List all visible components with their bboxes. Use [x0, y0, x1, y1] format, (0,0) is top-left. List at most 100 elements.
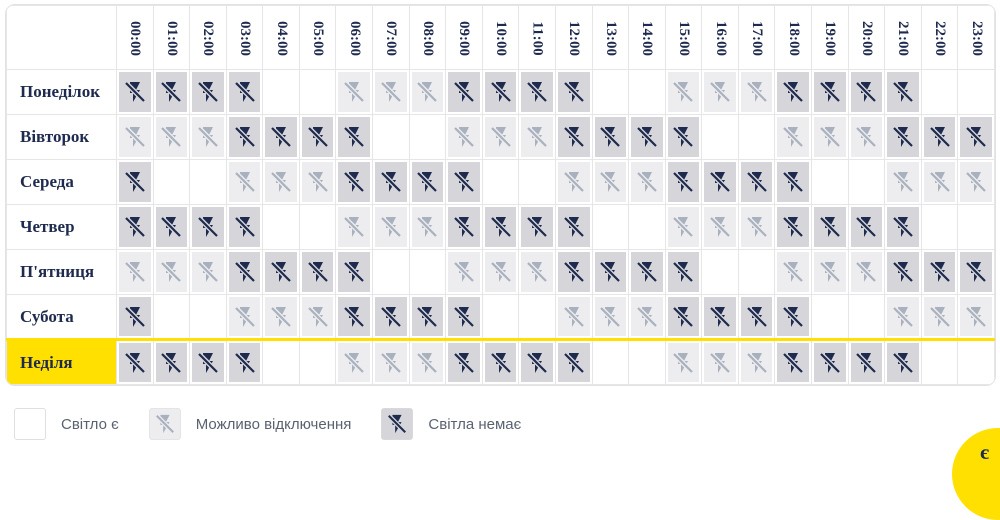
flash-off-icon [708, 305, 732, 328]
outage-schedule-table: 00:00 01:00 02:00 03:00 04:00 05:00 06:00 07:00… [5, 4, 996, 386]
schedule-cell [847, 249, 886, 295]
flash-off-icon [160, 80, 183, 104]
schedule-cell [591, 69, 630, 115]
hour-header-00: 00:00 [116, 5, 154, 70]
hour-header-14: 14:00 [628, 5, 666, 70]
legend-label: Світло є [61, 415, 119, 433]
schedule-cell [116, 114, 154, 160]
schedule-cell [701, 294, 739, 340]
flash-off-icon [525, 125, 549, 149]
schedule-cell [737, 114, 776, 160]
flash-off-icon [379, 215, 403, 239]
flash-off-icon [306, 125, 329, 149]
flash-off-icon [855, 351, 878, 374]
schedule-cell [847, 159, 886, 205]
flash-off-icon [928, 125, 951, 149]
schedule-cell [701, 114, 739, 160]
schedule-cell [810, 338, 849, 385]
flash-off-icon [891, 125, 915, 149]
flash-off-icon [781, 305, 805, 328]
flash-off-icon [599, 260, 622, 284]
flash-off-icon [818, 80, 842, 104]
hour-header-09: 09:00 [445, 5, 483, 70]
flash-off-icon [562, 80, 585, 104]
schedule-cell [774, 159, 812, 205]
schedule-cell [810, 114, 849, 160]
schedule-cell [810, 294, 849, 340]
flash-off-icon [818, 260, 842, 284]
schedule-cell [298, 159, 337, 205]
flash-off-icon [160, 260, 183, 284]
flash-off-icon [891, 305, 915, 328]
flash-off-icon [928, 170, 951, 194]
schedule-cell [335, 338, 374, 385]
schedule-cell [957, 294, 995, 340]
schedule-cell [847, 338, 886, 385]
schedule-cell [957, 249, 995, 295]
legend-label: Можливо відключення [195, 415, 352, 433]
flash-off-icon [306, 170, 329, 194]
flash-off-icon [781, 215, 805, 239]
day-label: Субота [6, 294, 117, 340]
schedule-cell [262, 338, 300, 385]
flash-off-icon [269, 125, 293, 149]
schedule-cell [116, 294, 154, 340]
hour-header-13: 13:00 [591, 5, 630, 70]
schedule-cell [628, 114, 666, 160]
flash-off-icon [123, 305, 147, 328]
schedule-cell [298, 69, 337, 115]
flash-off-icon [599, 170, 622, 194]
schedule-cell [554, 114, 593, 160]
schedule-cell [664, 294, 703, 340]
schedule-cell [957, 204, 995, 250]
schedule-cell [884, 159, 922, 205]
day-row: Середа [6, 159, 995, 205]
schedule-cell [189, 204, 227, 250]
schedule-cell [445, 338, 483, 385]
flash-off-icon [928, 305, 951, 328]
schedule-cell [628, 338, 666, 385]
schedule-cell [774, 69, 812, 115]
schedule-cell [628, 249, 666, 295]
schedule-cell [298, 294, 337, 340]
chat-fab-button[interactable]: є [952, 428, 1000, 520]
flash-off-icon [342, 260, 366, 284]
schedule-cell [628, 294, 666, 340]
flash-off-icon [123, 215, 147, 239]
schedule-cell [884, 294, 922, 340]
schedule-cell [737, 338, 776, 385]
schedule-cell [372, 204, 410, 250]
schedule-cell [664, 338, 703, 385]
flash-off-icon [818, 351, 842, 374]
flash-off-icon [379, 80, 403, 104]
schedule-cell [884, 114, 922, 160]
schedule-cell [445, 249, 483, 295]
flash-off-icon [708, 170, 732, 194]
schedule-cell [591, 294, 630, 340]
legend-item-possible-outage: Можливо відключення [148, 408, 352, 440]
flash-off-icon [387, 413, 408, 435]
flash-off-icon [745, 170, 768, 194]
schedule-cell [189, 338, 227, 385]
hour-header-08: 08:00 [408, 5, 447, 70]
possible-outage-swatch [148, 408, 181, 440]
schedule-cell [116, 159, 154, 205]
schedule-cell [408, 294, 447, 340]
flash-off-icon [489, 215, 512, 239]
flash-off-icon [233, 80, 256, 104]
schedule-cell [518, 69, 556, 115]
flash-off-icon [233, 215, 256, 239]
flash-off-icon [781, 170, 805, 194]
legend-item-light-on: Світло є [14, 408, 119, 440]
no-light-swatch [381, 408, 414, 440]
schedule-cell [737, 159, 776, 205]
schedule-cell [116, 204, 154, 250]
schedule-cell [116, 249, 154, 295]
light-on-swatch [14, 408, 46, 440]
schedule-cell [518, 204, 556, 250]
hour-header-04: 04:00 [262, 5, 300, 70]
flash-off-icon [599, 305, 622, 328]
schedule-cell [737, 204, 776, 250]
schedule-cell [774, 338, 812, 385]
flash-off-icon [306, 260, 329, 284]
